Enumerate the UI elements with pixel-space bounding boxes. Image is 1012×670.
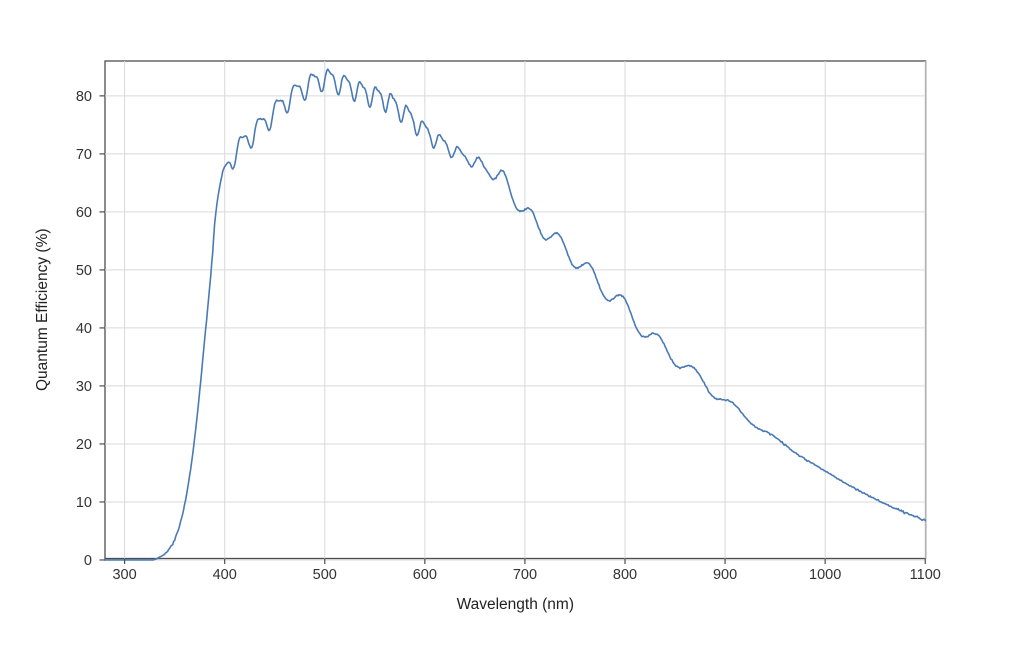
svg-text:800: 800 — [613, 567, 637, 583]
svg-text:20: 20 — [76, 437, 92, 453]
svg-text:60: 60 — [76, 205, 92, 221]
svg-text:400: 400 — [213, 567, 237, 583]
svg-text:80: 80 — [76, 89, 92, 105]
svg-text:50: 50 — [76, 263, 92, 279]
svg-text:1100: 1100 — [910, 567, 941, 583]
svg-text:Wavelength (nm): Wavelength (nm) — [457, 596, 574, 613]
svg-text:0: 0 — [84, 553, 92, 569]
svg-text:900: 900 — [713, 567, 737, 583]
svg-text:600: 600 — [413, 567, 437, 583]
svg-text:30: 30 — [76, 379, 92, 395]
svg-text:300: 300 — [112, 567, 136, 583]
svg-text:700: 700 — [513, 567, 537, 583]
svg-text:Quantum Efficiency (%): Quantum Efficiency (%) — [34, 228, 51, 391]
svg-text:40: 40 — [76, 321, 92, 337]
svg-text:1000: 1000 — [809, 567, 841, 583]
svg-text:10: 10 — [76, 495, 92, 511]
svg-text:500: 500 — [313, 567, 337, 583]
svg-text:70: 70 — [76, 147, 92, 163]
